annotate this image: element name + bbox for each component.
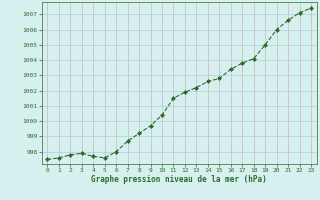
X-axis label: Graphe pression niveau de la mer (hPa): Graphe pression niveau de la mer (hPa) <box>91 175 267 184</box>
